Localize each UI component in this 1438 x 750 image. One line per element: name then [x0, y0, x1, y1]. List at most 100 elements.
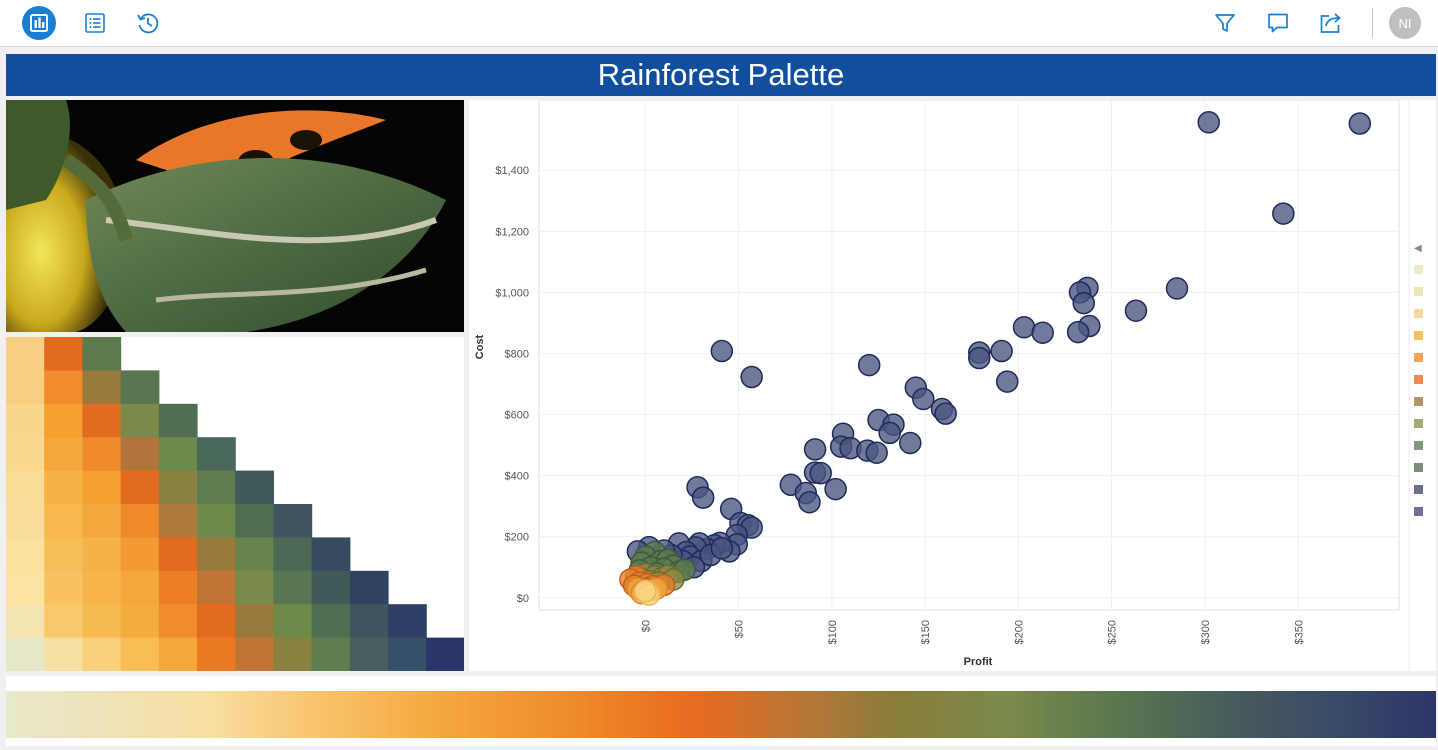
scatter-point[interactable] [934, 402, 957, 425]
scatter-point[interactable] [898, 431, 922, 455]
heatmap-cell [235, 570, 274, 605]
scatter-point[interactable] [710, 339, 734, 363]
scatter-point[interactable] [1066, 320, 1090, 344]
x-tick-label: $350 [1293, 620, 1305, 644]
heatmap-cell [235, 537, 274, 572]
list-icon [85, 13, 105, 33]
scatter-point[interactable] [995, 370, 1019, 393]
scatter-point[interactable] [710, 537, 734, 560]
y-tick-label: $1,000 [495, 287, 529, 299]
scatter-point[interactable] [878, 421, 901, 445]
heatmap-cell [120, 637, 160, 672]
heatmap-cell [426, 637, 465, 672]
legend-collapse-arrow[interactable]: ◀ [1414, 243, 1422, 254]
scatter-point[interactable] [865, 441, 888, 464]
heatmap-cell [6, 604, 45, 639]
legend-swatch[interactable] [1414, 507, 1423, 516]
heatmap-cell [82, 470, 122, 505]
legend-swatch[interactable] [1414, 419, 1423, 428]
heatmap-cell [158, 403, 198, 438]
scatter-point[interactable] [1012, 315, 1036, 339]
scatter-point[interactable] [968, 346, 991, 370]
legend-swatch[interactable] [1414, 331, 1423, 340]
scatter-chart: $0 $200 $400 $600 $800 $1,000 $1,200 $1,400 $0 $5… [474, 99, 1423, 671]
scatter-point[interactable] [857, 353, 881, 377]
heatmap-cell [158, 570, 198, 605]
legend-swatch[interactable] [1414, 463, 1423, 472]
scatter-point[interactable] [809, 461, 832, 485]
scatter-point[interactable] [1072, 291, 1095, 315]
scatter-point[interactable] [824, 477, 847, 501]
history-button[interactable] [130, 5, 166, 41]
heatmap-cell [6, 470, 45, 505]
history-icon [137, 13, 159, 34]
legend-swatch[interactable] [1414, 397, 1423, 406]
legend-swatch[interactable] [1414, 265, 1423, 274]
scatter-point[interactable] [1272, 202, 1295, 225]
heatmap-cell [44, 470, 83, 505]
share-button[interactable] [1313, 5, 1349, 41]
heatmap-cell [197, 504, 236, 538]
heatmap-cell [158, 637, 198, 672]
comment-button[interactable] [1260, 5, 1296, 41]
heatmap-cell [120, 437, 160, 472]
heatmap-cell [6, 403, 45, 438]
filter-button[interactable] [1207, 5, 1243, 41]
heatmap-cell [158, 470, 198, 505]
heatmap-cell [120, 504, 160, 538]
heatmap-cell [82, 370, 122, 405]
y-tick-label: $1,200 [495, 226, 529, 238]
y-tick-label: $200 [505, 532, 529, 544]
legend-swatch[interactable] [1414, 375, 1423, 384]
scatter-point[interactable] [798, 490, 821, 514]
heatmap-cell [349, 570, 389, 605]
top-toolbar: NI [0, 0, 1438, 47]
heatmap-cell [273, 570, 313, 605]
heatmap-cell [82, 537, 122, 572]
share-icon [1320, 13, 1341, 33]
heatmap-cell [82, 570, 122, 605]
x-tick-label: $200 [1013, 620, 1025, 644]
heatmap-cell [6, 637, 45, 672]
heatmap-cell [44, 337, 83, 371]
y-axis-title: Cost [474, 334, 486, 359]
y-tick-label: $400 [505, 471, 529, 483]
heatmap-cell [197, 570, 236, 605]
heatmap-cell [44, 504, 83, 538]
scatter-point[interactable] [691, 486, 715, 509]
scatter-point[interactable] [634, 579, 657, 603]
scatter-point[interactable] [803, 438, 827, 461]
chart-grid [538, 99, 1400, 611]
scatter-point[interactable] [1124, 299, 1148, 322]
heatmap-cell [349, 604, 389, 639]
heatmap-cell [6, 370, 45, 405]
legend-swatch[interactable] [1414, 353, 1423, 362]
heatmap-cell [82, 437, 122, 472]
scatter-point[interactable] [1165, 277, 1189, 300]
legend-swatch[interactable] [1414, 485, 1423, 494]
heatmap-cell [44, 537, 83, 572]
scatter-point[interactable] [1348, 112, 1372, 135]
scatter-point[interactable] [1031, 321, 1054, 344]
legend-swatch[interactable] [1414, 441, 1423, 450]
y-tick-label: $1,400 [495, 165, 529, 177]
palette-heatmap [6, 337, 465, 672]
x-axis-title: Profit [964, 656, 993, 668]
legend-swatch[interactable] [1414, 287, 1423, 296]
heatmap-cell [311, 570, 351, 605]
user-avatar[interactable]: NI [1389, 7, 1421, 39]
moth-image [6, 100, 464, 332]
scatter-point[interactable] [912, 387, 935, 411]
x-tick-label: $0 [640, 620, 652, 632]
scatter-point[interactable] [1197, 111, 1220, 134]
heatmap-cell [388, 604, 427, 639]
chart-points [619, 111, 1372, 606]
legend-swatch[interactable] [1414, 309, 1423, 318]
list-button[interactable] [77, 5, 113, 41]
heatmap-cell [82, 604, 122, 639]
heatmap-cell [120, 370, 160, 405]
dashboard-button[interactable] [21, 5, 57, 41]
scatter-point[interactable] [740, 365, 763, 389]
chart-axes: $0 $200 $400 $600 $800 $1,000 $1,200 $1,400 $0 $5… [495, 165, 1305, 644]
scatter-point[interactable] [990, 339, 1013, 363]
